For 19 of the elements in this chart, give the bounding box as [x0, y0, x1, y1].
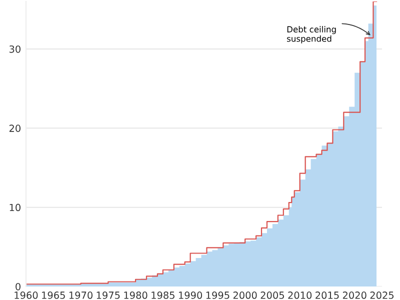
- x-tick-label: 2010: [288, 292, 312, 299]
- y-tick-label: 30: [10, 45, 20, 53]
- y-tick-label: 20: [9, 124, 20, 132]
- x-tick-label: 1975: [96, 292, 120, 299]
- y-tick-label: 10: [10, 204, 20, 212]
- x-tick-label: 2015: [316, 292, 339, 299]
- x-tick-label: 1960: [14, 292, 38, 299]
- x-tick-label: 1995: [206, 292, 230, 299]
- x-tick-label: 2020: [342, 292, 366, 299]
- x-tick-label: 2005: [260, 292, 284, 299]
- x-tick-label: 1970: [69, 292, 92, 299]
- x-tick-label: 1980: [124, 292, 148, 299]
- x-tick-label: 1965: [42, 292, 65, 299]
- x-tick-label: 1990: [179, 292, 202, 299]
- x-tick-label: 1985: [152, 292, 174, 299]
- y-tick-label: 0: [16, 282, 20, 290]
- x-tick-label: 2000: [233, 292, 257, 299]
- annotation: Debt ceiling suspended: [287, 26, 336, 44]
- x-tick-label: 2025: [370, 292, 394, 299]
